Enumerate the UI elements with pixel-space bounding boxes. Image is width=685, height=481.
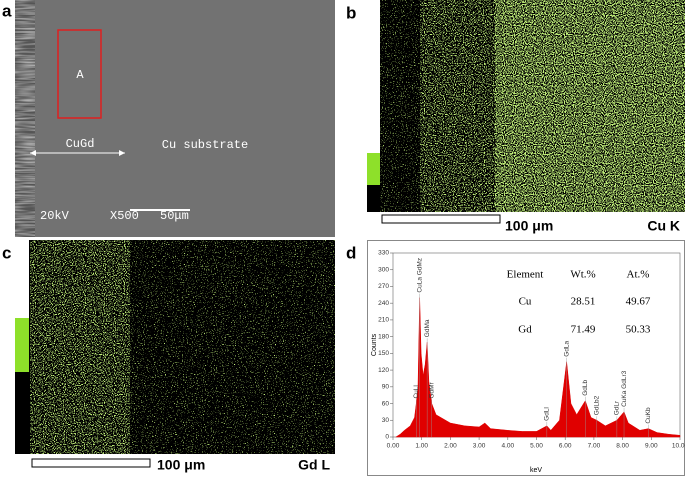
color-strip <box>15 318 29 372</box>
x-tick-label: 2.00 <box>444 443 457 450</box>
layer-label: CuGd <box>66 137 95 151</box>
map-dots <box>380 0 420 212</box>
y-tick-label: 150 <box>378 350 389 357</box>
table-cell: 28.51 <box>571 296 596 308</box>
y-tick-label: 60 <box>382 400 390 407</box>
x-tick-label: 7.00 <box>588 443 601 450</box>
x-axis-title: keV <box>530 467 542 474</box>
x-tick-label: 0.00 <box>387 443 400 450</box>
peak-label: GdLa <box>563 340 570 356</box>
color-strip <box>15 372 29 454</box>
table-cell: 50.33 <box>626 324 651 336</box>
edge-texture <box>15 0 35 237</box>
scale-bar <box>381 214 501 224</box>
y-tick-label: 30 <box>382 417 390 424</box>
scale-text: 50μm <box>160 209 189 223</box>
peak-label: GdMa <box>424 319 431 337</box>
panel-label: d <box>346 243 356 262</box>
peak-label: GdLr <box>614 400 621 415</box>
table-cell: 71.49 <box>571 324 596 336</box>
element: Cu K <box>647 218 680 234</box>
substrate-label: Cu substrate <box>162 138 248 152</box>
color-strip <box>367 153 380 185</box>
peak-label: CuLa GdMz <box>416 258 423 293</box>
peak-label: CuKa GdLr3 <box>621 370 628 407</box>
table-cell: Gd <box>518 324 532 336</box>
y-axis-title: Counts <box>371 333 378 356</box>
y-tick-label: 330 <box>378 250 389 257</box>
y-tick-label: 120 <box>378 367 389 374</box>
map-dots <box>420 0 495 212</box>
footer <box>367 212 685 237</box>
table-cell: Cu <box>519 296 532 308</box>
y-tick-label: 240 <box>378 300 389 307</box>
scale-text: 100 μm <box>157 457 205 473</box>
panel-label: c <box>2 243 11 262</box>
x-tick-label: 5.00 <box>530 443 543 450</box>
panel-label: b <box>346 3 356 22</box>
y-tick-label: 270 <box>378 283 389 290</box>
element: Gd L <box>298 457 330 473</box>
table-cell: 49.67 <box>626 296 651 308</box>
y-tick-label: 210 <box>378 317 389 324</box>
y-tick-label: 0 <box>385 434 389 441</box>
voltage: 20kV <box>40 209 70 223</box>
peak-label: GdLl <box>544 407 551 421</box>
x-tick-label: 3.00 <box>473 443 486 450</box>
table-header: Element <box>507 269 544 281</box>
y-tick-label: 300 <box>378 266 389 273</box>
y-tick-label: 180 <box>378 333 389 340</box>
magnification: X500 <box>110 209 139 223</box>
x-tick-label: 9.00 <box>645 443 658 450</box>
table-header: Wt.% <box>570 269 595 281</box>
peak-label: GdLb2 <box>593 395 600 415</box>
peak-label: CuLl <box>413 385 420 399</box>
scale-text: 100 μm <box>505 218 553 234</box>
x-tick-label: 8.00 <box>616 443 629 450</box>
x-tick-label: 1.00 <box>415 443 428 450</box>
panel-c: 100 μm Gd L c <box>2 240 335 476</box>
peak-label: GdMr <box>428 381 435 398</box>
region-box <box>57 29 102 119</box>
map-dots <box>30 240 130 454</box>
y-tick-label: 90 <box>382 384 390 391</box>
x-tick-label: 6.00 <box>559 443 572 450</box>
x-tick-label: 10.00 <box>672 443 685 450</box>
panel-a: A CuGd Cu substrate 20kV X500 50μm a <box>2 0 335 237</box>
map-dots <box>495 0 685 212</box>
x-tick-label: 4.00 <box>501 443 514 450</box>
peak-label: CuKb <box>645 407 652 424</box>
color-strip <box>367 185 380 212</box>
region-label: A <box>76 68 84 82</box>
peak-label: GdLb <box>582 379 589 395</box>
table-header: At.% <box>627 269 650 281</box>
panel-b: 100 μm Cu K b <box>346 0 685 237</box>
scale-bar <box>31 458 151 468</box>
panel-label: a <box>2 1 12 20</box>
map-dots <box>130 240 335 454</box>
